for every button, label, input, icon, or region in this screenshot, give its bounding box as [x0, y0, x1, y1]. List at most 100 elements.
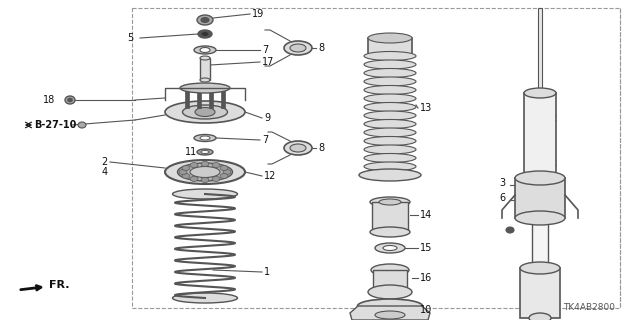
Ellipse shape: [364, 77, 416, 86]
Ellipse shape: [364, 52, 416, 60]
Ellipse shape: [182, 173, 190, 179]
Ellipse shape: [78, 122, 86, 128]
Ellipse shape: [364, 60, 416, 69]
Ellipse shape: [383, 245, 397, 251]
Text: 7: 7: [262, 45, 268, 55]
Ellipse shape: [223, 170, 231, 174]
Text: 11: 11: [185, 147, 197, 157]
Bar: [185, 88, 189, 108]
Bar: [200, 58, 210, 80]
Ellipse shape: [200, 136, 210, 140]
Text: 9: 9: [264, 113, 270, 123]
Ellipse shape: [165, 101, 245, 123]
Ellipse shape: [364, 68, 416, 77]
Ellipse shape: [529, 313, 551, 320]
Text: 18: 18: [43, 95, 55, 105]
Text: 14: 14: [420, 210, 432, 220]
Bar: [520, 268, 560, 318]
Ellipse shape: [284, 41, 312, 55]
Ellipse shape: [190, 163, 198, 168]
Text: 7: 7: [262, 135, 268, 145]
Ellipse shape: [364, 119, 416, 129]
Ellipse shape: [194, 46, 216, 54]
Ellipse shape: [197, 149, 213, 155]
Ellipse shape: [201, 18, 209, 22]
Ellipse shape: [182, 165, 190, 171]
Text: 8: 8: [318, 43, 324, 53]
Ellipse shape: [201, 162, 209, 166]
Ellipse shape: [173, 189, 237, 199]
Text: 2: 2: [102, 157, 108, 167]
Ellipse shape: [515, 211, 565, 225]
Ellipse shape: [190, 176, 198, 181]
Ellipse shape: [212, 176, 220, 181]
Ellipse shape: [364, 102, 416, 111]
Ellipse shape: [195, 108, 215, 116]
Text: 6: 6: [499, 193, 505, 203]
Ellipse shape: [364, 162, 416, 171]
Text: 8: 8: [318, 143, 324, 153]
Text: TK4AB2800: TK4AB2800: [563, 303, 615, 312]
Ellipse shape: [200, 78, 210, 82]
Bar: [197, 88, 201, 108]
Ellipse shape: [368, 33, 412, 43]
Ellipse shape: [173, 293, 237, 303]
Bar: [221, 88, 225, 108]
Ellipse shape: [180, 83, 230, 93]
Ellipse shape: [364, 85, 416, 94]
Text: 1: 1: [264, 267, 270, 277]
Ellipse shape: [364, 154, 416, 163]
Text: 4: 4: [102, 167, 108, 177]
Bar: [209, 88, 213, 108]
Bar: [132, 8, 620, 308]
Ellipse shape: [220, 165, 228, 171]
Text: 13: 13: [420, 103, 432, 113]
Ellipse shape: [284, 141, 312, 155]
Ellipse shape: [165, 160, 245, 184]
Ellipse shape: [65, 96, 75, 104]
Ellipse shape: [375, 311, 405, 319]
Bar: [524, 93, 556, 213]
Bar: [532, 213, 548, 268]
Ellipse shape: [198, 30, 212, 38]
Text: FR.: FR.: [20, 280, 70, 290]
Ellipse shape: [515, 171, 565, 185]
Ellipse shape: [506, 227, 514, 233]
Ellipse shape: [364, 137, 416, 146]
Ellipse shape: [370, 227, 410, 237]
Ellipse shape: [177, 163, 232, 181]
Bar: [368, 38, 412, 56]
Ellipse shape: [201, 31, 209, 36]
Ellipse shape: [524, 88, 556, 98]
Ellipse shape: [364, 111, 416, 120]
Bar: [515, 178, 565, 218]
Text: 12: 12: [264, 171, 276, 181]
Ellipse shape: [520, 262, 560, 274]
Ellipse shape: [364, 94, 416, 103]
Ellipse shape: [212, 163, 220, 168]
Ellipse shape: [200, 56, 210, 60]
Ellipse shape: [370, 197, 410, 207]
Bar: [372, 202, 408, 232]
Ellipse shape: [371, 264, 409, 276]
Ellipse shape: [197, 15, 213, 25]
Ellipse shape: [220, 173, 228, 179]
Ellipse shape: [190, 166, 220, 178]
Ellipse shape: [364, 145, 416, 154]
Polygon shape: [350, 306, 430, 320]
Ellipse shape: [524, 208, 556, 218]
Ellipse shape: [368, 285, 412, 299]
Text: 15: 15: [420, 243, 433, 253]
Ellipse shape: [201, 178, 209, 182]
Ellipse shape: [359, 169, 421, 181]
Text: B-27-10: B-27-10: [34, 120, 76, 130]
Text: 10: 10: [420, 305, 432, 315]
Bar: [538, 8, 542, 93]
Ellipse shape: [379, 199, 401, 205]
Ellipse shape: [67, 98, 72, 102]
Ellipse shape: [290, 144, 306, 152]
Ellipse shape: [194, 134, 216, 141]
Ellipse shape: [358, 299, 422, 313]
Ellipse shape: [179, 170, 187, 174]
Text: 16: 16: [420, 273, 432, 283]
